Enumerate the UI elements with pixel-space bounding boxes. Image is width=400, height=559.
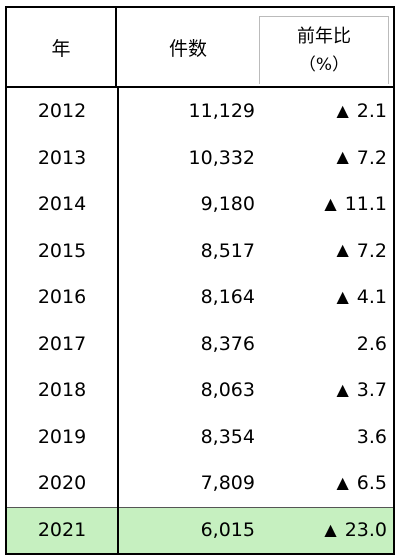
table-body: 2012 11,129 ▲ 2.1 2013 10,332 ▲ 7.2 2014 9,180 ▲ 11… [7, 88, 393, 553]
row-ratio-value: 3.7 [356, 379, 387, 401]
table-row: 2012 11,129 ▲ 2.1 [7, 88, 393, 134]
table-row: 2014 9,180 ▲ 11.1 [7, 181, 393, 227]
row-year: 2016 [37, 286, 87, 308]
row-ratio-value: 23.0 [344, 519, 387, 541]
row-ratio-value: 6.5 [356, 472, 387, 494]
table-row: 2016 8,164 ▲ 4.1 [7, 274, 393, 320]
row-year: 2021 [37, 519, 87, 541]
row-ratio: ▲ 6.5 [257, 460, 387, 506]
row-year: 2014 [37, 193, 87, 215]
header-ratio-unit: （%） [298, 54, 350, 75]
row-count: 8,376 [200, 332, 255, 355]
row-year: 2012 [37, 100, 87, 122]
row-count: 7,809 [200, 472, 255, 494]
decrease-triangle-icon: ▲ [336, 147, 349, 166]
table-row: 2021 6,015 ▲ 23.0 [7, 506, 393, 553]
row-year: 2019 [37, 425, 87, 448]
table-row: 2018 8,063 ▲ 3.7 [7, 367, 393, 413]
table-row: 2020 7,809 ▲ 6.5 [7, 460, 393, 506]
row-ratio: ▲ 7.2 [257, 228, 387, 274]
decrease-triangle-icon: ▲ [336, 472, 349, 492]
header-ratio: 前年比 （%） [259, 16, 389, 84]
row-count: 10,332 [188, 146, 255, 169]
row-count: 8,354 [200, 425, 255, 448]
column-divider [117, 88, 119, 553]
row-year: 2015 [37, 239, 87, 262]
table-row: 2015 8,517 ▲ 7.2 [7, 228, 393, 274]
row-ratio: ▲ 2.1 [257, 88, 387, 134]
row-ratio-value: 4.1 [356, 286, 387, 308]
decrease-triangle-icon: ▲ [336, 379, 349, 399]
row-year: 2018 [37, 379, 87, 401]
table-row: 2017 8,376 2.6 [7, 321, 393, 367]
row-ratio: ▲ 11.1 [257, 181, 387, 227]
row-count: 6,015 [200, 519, 255, 541]
row-ratio: ▲ 3.7 [257, 367, 387, 413]
row-year: 2020 [37, 472, 87, 494]
row-count: 8,164 [200, 286, 255, 308]
row-count: 8,517 [200, 239, 255, 262]
row-year: 2017 [37, 332, 87, 355]
header-ratio-title: 前年比 [297, 25, 351, 47]
row-count: 8,063 [200, 379, 255, 401]
decrease-triangle-icon: ▲ [324, 193, 337, 213]
row-count: 11,129 [188, 100, 255, 122]
row-ratio: ▲ 4.1 [257, 274, 387, 320]
row-ratio-value: 7.2 [356, 239, 387, 262]
table-row: 2019 8,354 3.6 [7, 414, 393, 460]
decrease-triangle-icon: ▲ [336, 100, 349, 120]
header-count: 件数 [168, 37, 207, 60]
row-ratio-value: 7.2 [356, 146, 387, 169]
data-table: 年 件数 前年比 （%） 2012 11,129 ▲ 2.1 2013 10,332 ▲ 7.… [5, 6, 395, 555]
row-year: 2013 [37, 146, 87, 169]
decrease-triangle-icon: ▲ [336, 286, 349, 306]
row-ratio: ▲ 23.0 [257, 508, 387, 553]
row-ratio: 2.6 [257, 321, 387, 367]
table-header: 年 件数 前年比 （%） [7, 8, 393, 88]
decrease-triangle-icon: ▲ [336, 240, 349, 259]
row-ratio-value: 2.1 [356, 100, 387, 122]
row-count: 9,180 [200, 193, 255, 215]
header-year: 年 [7, 8, 117, 86]
table-row: 2013 10,332 ▲ 7.2 [7, 135, 393, 181]
row-ratio-value: 2.6 [356, 332, 387, 355]
row-ratio-value: 11.1 [344, 193, 387, 215]
row-ratio: ▲ 7.2 [257, 135, 387, 181]
decrease-triangle-icon: ▲ [324, 519, 337, 539]
row-ratio-value: 3.6 [356, 425, 387, 448]
row-ratio: 3.6 [257, 414, 387, 460]
